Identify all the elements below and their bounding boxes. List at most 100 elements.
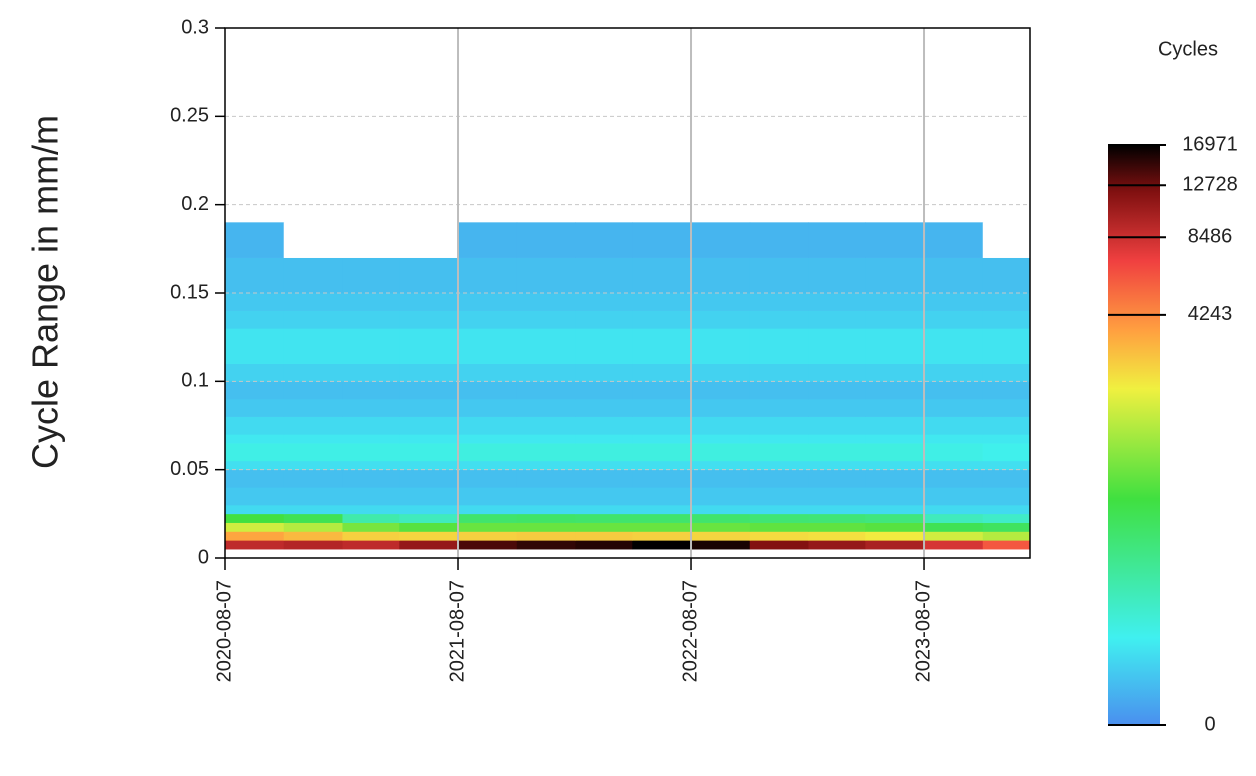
- heatmap-cell: [982, 257, 1031, 294]
- heatmap-cell: [632, 513, 692, 523]
- heatmap-cell: [808, 522, 866, 532]
- heatmap-cell: [808, 540, 866, 550]
- heatmap-cell: [749, 434, 809, 444]
- heatmap-cell: [225, 399, 285, 417]
- heatmap-cell: [924, 522, 984, 532]
- heatmap-cell: [516, 505, 576, 515]
- heatmap: [225, 222, 1031, 550]
- colorbar: [1108, 145, 1160, 725]
- heatmap-cell: [865, 540, 925, 550]
- heatmap-cell: [982, 222, 1031, 258]
- heatmap-cell: [575, 381, 633, 400]
- heatmap-cell: [458, 328, 518, 364]
- heatmap-cell: [691, 416, 751, 435]
- heatmap-cell: [808, 416, 866, 435]
- heatmap-cell: [808, 399, 866, 417]
- heatmap-cell: [632, 460, 692, 470]
- heatmap-cell: [516, 363, 576, 382]
- heatmap-cell: [749, 505, 809, 515]
- heatmap-cell: [225, 443, 285, 462]
- heatmap-cell: [283, 363, 343, 382]
- heatmap-cell: [458, 399, 518, 417]
- heatmap-cell: [865, 487, 925, 506]
- heatmap-cell: [691, 328, 751, 364]
- colorbar-title: Cycles: [1158, 38, 1218, 60]
- heatmap-cell: [458, 416, 518, 435]
- heatmap-cell: [632, 531, 692, 541]
- heatmap-cell: [458, 381, 518, 400]
- heatmap-cell: [808, 505, 866, 515]
- heatmap-cell: [749, 460, 809, 470]
- heatmap-cell: [458, 434, 518, 444]
- heatmap-cell: [575, 513, 633, 523]
- heatmap-cell: [516, 540, 576, 550]
- heatmap-cell: [575, 434, 633, 444]
- heatmap-cell: [982, 522, 1031, 532]
- heatmap-cell: [399, 531, 459, 541]
- heatmap-cell: [399, 328, 459, 364]
- heatmap-cell: [225, 460, 285, 470]
- heatmap-cell: [749, 257, 809, 294]
- heatmap-cell: [924, 540, 984, 550]
- heatmap-cell: [458, 310, 518, 329]
- heatmap-cell: [691, 487, 751, 506]
- heatmap-cell: [342, 513, 400, 523]
- heatmap-cell: [225, 469, 285, 488]
- heatmap-cell: [632, 469, 692, 488]
- heatmap-cell: [982, 416, 1031, 435]
- heatmap-cell: [516, 522, 576, 532]
- heatmap-cell: [283, 487, 343, 506]
- heatmap-cell: [982, 434, 1031, 444]
- heatmap-cell: [225, 293, 285, 311]
- heatmap-cell: [691, 460, 751, 470]
- heatmap-cell: [924, 443, 984, 462]
- heatmap-cell: [575, 222, 633, 258]
- heatmap-cell: [865, 310, 925, 329]
- heatmap-cell: [691, 443, 751, 462]
- heatmap-cell: [982, 381, 1031, 400]
- heatmap-cell: [982, 469, 1031, 488]
- heatmap-cell: [924, 399, 984, 417]
- heatmap-cell: [575, 469, 633, 488]
- heatmap-cell: [516, 257, 576, 294]
- heatmap-cell: [982, 363, 1031, 382]
- heatmap-cell: [516, 513, 576, 523]
- heatmap-cell: [749, 293, 809, 311]
- heatmap-cell: [225, 363, 285, 382]
- heatmap-cell: [808, 487, 866, 506]
- heatmap-cell: [924, 257, 984, 294]
- heatmap-cell: [458, 257, 518, 294]
- heatmap-cell: [575, 328, 633, 364]
- heatmap-cell: [458, 522, 518, 532]
- heatmap-cell: [982, 328, 1031, 364]
- heatmap-cell: [982, 293, 1031, 311]
- heatmap-cell: [342, 257, 400, 294]
- heatmap-cell: [808, 293, 866, 311]
- heatmap-cell: [808, 381, 866, 400]
- y-tick-label: 0.25: [170, 105, 209, 127]
- heatmap-cell: [225, 487, 285, 506]
- heatmap-cell: [632, 540, 692, 550]
- colorbar-tick-label: 0: [1204, 713, 1215, 735]
- heatmap-cell: [691, 531, 751, 541]
- heatmap-cell: [924, 363, 984, 382]
- heatmap-cell: [749, 399, 809, 417]
- heatmap-cell: [399, 513, 459, 523]
- heatmap-cell: [749, 363, 809, 382]
- heatmap-cell: [399, 469, 459, 488]
- heatmap-cell: [924, 434, 984, 444]
- heatmap-cell: [399, 381, 459, 400]
- heatmap-cell: [749, 328, 809, 364]
- heatmap-cell: [808, 531, 866, 541]
- heatmap-cell: [225, 328, 285, 364]
- axes: 0 0.05 0.1 0.15 0.2 0.25 0.3 2020-08-07 2021-08-…: [170, 16, 1031, 682]
- heatmap-cell: [691, 505, 751, 515]
- heatmap-cell: [516, 443, 576, 462]
- y-tick-label: 0.05: [170, 458, 209, 480]
- heatmap-cell: [399, 293, 459, 311]
- y-tick-label: 0.15: [170, 281, 209, 303]
- grid: [225, 28, 1030, 558]
- y-tick-label: 0.2: [181, 193, 209, 215]
- heatmap-cell: [399, 443, 459, 462]
- heatmap-cell: [924, 310, 984, 329]
